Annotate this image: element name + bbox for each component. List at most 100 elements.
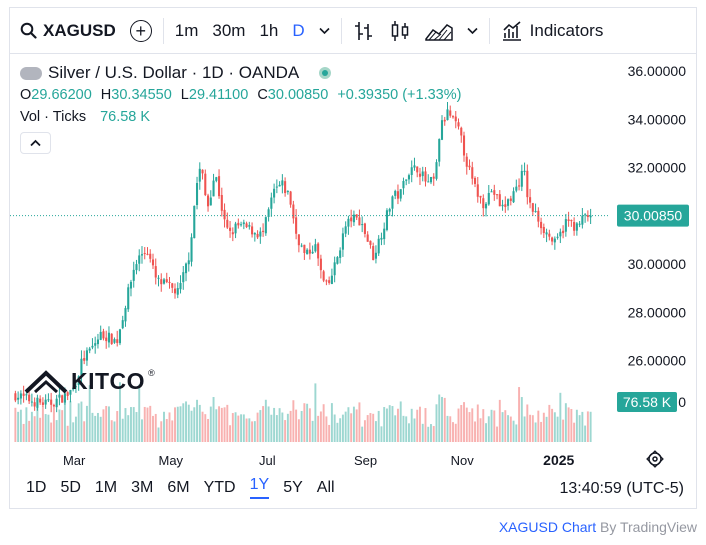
- volume-bar: [55, 420, 58, 442]
- indicators-button[interactable]: Indicators: [494, 8, 611, 54]
- volume-bar: [52, 405, 55, 442]
- candle-body: [30, 401, 33, 403]
- candle-body: [405, 179, 408, 181]
- candle-body: [77, 376, 80, 386]
- volume-bar: [496, 426, 499, 442]
- candle-body: [377, 238, 380, 254]
- volume-bar: [94, 415, 97, 442]
- volume-bar: [358, 402, 361, 442]
- candle-body: [366, 234, 369, 242]
- candle-body: [223, 209, 226, 220]
- cloud-icon: [20, 66, 42, 80]
- volume-bar: [352, 406, 355, 442]
- area-style-button[interactable]: [418, 8, 460, 54]
- price-chart[interactable]: 36.00000 34.00000 32.00000 30.00000 28.00000…: [10, 54, 696, 474]
- interval-d[interactable]: D: [292, 20, 305, 40]
- candle-body: [58, 394, 61, 398]
- volume-bar: [394, 415, 397, 442]
- candle-body: [105, 337, 108, 342]
- collapse-legend-button[interactable]: [20, 132, 51, 154]
- period-1y[interactable]: 1Y: [249, 476, 270, 499]
- candle-body: [443, 119, 446, 122]
- interval-1h[interactable]: 1h: [259, 20, 279, 40]
- candle-body: [498, 194, 501, 207]
- candle-body: [526, 170, 529, 198]
- candle-body: [215, 177, 218, 181]
- volume-badge: [617, 392, 677, 412]
- volume-legend[interactable]: Vol · Ticks 76.58 K: [20, 109, 150, 125]
- volume-bar: [512, 420, 515, 442]
- candle-body: [504, 204, 507, 207]
- volume-bar: [295, 409, 298, 442]
- volume-bar: [240, 414, 243, 442]
- timezone-clock[interactable]: 13:40:59 (UTC-5): [559, 480, 685, 497]
- settings-gear-icon[interactable]: [646, 450, 664, 468]
- candle-body: [435, 162, 438, 179]
- volume-bar: [369, 413, 372, 442]
- period-3m[interactable]: 3M: [131, 478, 154, 496]
- chart-link[interactable]: XAGUSD Chart: [498, 519, 597, 535]
- candle-body: [286, 190, 289, 193]
- volume-bar: [493, 410, 496, 442]
- period-selector: 1D 5D 1M 3M 6M YTD 1Y 5Y All: [10, 476, 696, 499]
- candle-body: [358, 217, 361, 226]
- time-tick-label: Sep: [354, 453, 377, 468]
- volume-bar: [366, 415, 369, 442]
- symbol-search-button[interactable]: XAGUSD: [10, 8, 123, 54]
- candle-body: [465, 156, 468, 167]
- volume-bar: [88, 385, 91, 442]
- candle-body: [281, 180, 284, 186]
- candle-body: [231, 232, 234, 235]
- market-status-dot: [319, 67, 332, 79]
- volume-bar: [259, 410, 262, 442]
- candle-body: [165, 279, 168, 283]
- volume-bar: [218, 406, 221, 442]
- compare-button[interactable]: +: [123, 8, 159, 54]
- period-5d[interactable]: 5D: [60, 478, 81, 496]
- volume-bar: [545, 416, 548, 442]
- period-all[interactable]: All: [316, 478, 335, 496]
- period-5y[interactable]: 5Y: [283, 478, 303, 496]
- candle-body: [581, 215, 584, 225]
- volume-bar: [443, 397, 446, 442]
- volume-bar: [573, 422, 576, 442]
- volume-bar: [529, 414, 532, 442]
- candle-body: [333, 262, 336, 276]
- indicators-icon: [502, 20, 521, 41]
- chart-legend-title[interactable]: Silver / U.S. Dollar · 1D · OANDA: [20, 63, 332, 83]
- candle-body: [482, 198, 485, 209]
- interval-30m[interactable]: 30m: [212, 20, 246, 40]
- tradingview-attribution[interactable]: XAGUSD Chart By TradingView: [499, 519, 697, 535]
- volume-bar: [556, 416, 559, 442]
- open-value: 29.66200: [31, 87, 92, 103]
- volume-bar: [44, 414, 47, 442]
- volume-bar: [567, 407, 570, 442]
- candle-body: [507, 199, 510, 206]
- interval-1m[interactable]: 1m: [174, 20, 199, 40]
- candles-style-button[interactable]: [382, 8, 418, 54]
- candle-body: [575, 223, 578, 231]
- period-1m[interactable]: 1M: [94, 478, 118, 496]
- volume-bar: [308, 408, 311, 442]
- volume-bar: [383, 407, 386, 442]
- toolbar-divider: [162, 17, 164, 44]
- candle-body: [454, 116, 457, 122]
- candle-body: [201, 169, 204, 174]
- period-ytd[interactable]: YTD: [203, 478, 236, 496]
- chart-style-dropdown-button[interactable]: [460, 8, 485, 54]
- candle-body: [540, 221, 543, 229]
- candle-body: [187, 260, 190, 265]
- volume-bar: [262, 406, 265, 442]
- volume-bar: [333, 414, 336, 442]
- candle-body: [91, 345, 94, 348]
- candle-body: [471, 167, 474, 179]
- bar-style-button[interactable]: [346, 8, 382, 54]
- volume-bar: [339, 418, 342, 442]
- period-1d[interactable]: 1D: [26, 478, 47, 496]
- candle-body: [63, 393, 66, 403]
- candle-body: [240, 224, 243, 226]
- interval-dropdown-button[interactable]: [312, 8, 337, 54]
- candle-body: [319, 258, 322, 271]
- candle-body: [432, 176, 435, 179]
- period-6m[interactable]: 6M: [167, 478, 190, 496]
